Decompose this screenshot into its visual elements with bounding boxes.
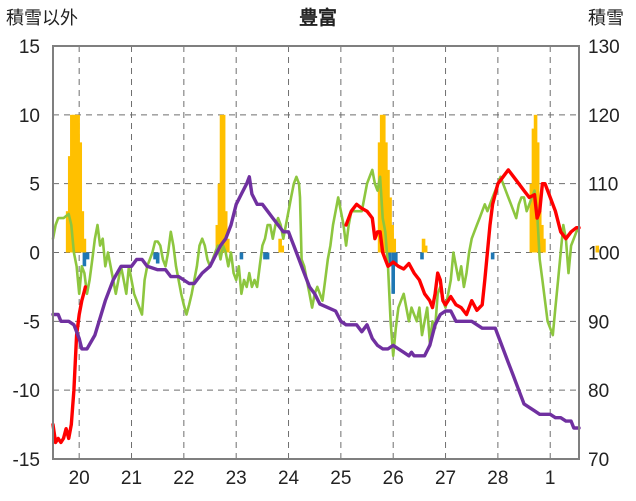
x-tick-label: 27 bbox=[435, 468, 456, 489]
right-tick-label: 130 bbox=[588, 37, 620, 58]
snowfall-bar bbox=[392, 238, 397, 253]
left-tick-label: -15 bbox=[13, 450, 40, 471]
snowfall-bar bbox=[595, 245, 600, 253]
x-tick-label: 23 bbox=[226, 468, 247, 489]
x-tick-label: 21 bbox=[121, 468, 142, 489]
snowfall-bar bbox=[423, 245, 428, 253]
snowfall-bar bbox=[80, 211, 85, 253]
snowfall-bar bbox=[223, 211, 228, 253]
x-tick-label: 1 bbox=[545, 468, 556, 489]
snow_depth_change-bar bbox=[394, 252, 398, 267]
x-tick-label: 25 bbox=[330, 468, 351, 489]
snow_depth_change-bar bbox=[387, 252, 392, 267]
left-tick-label: -5 bbox=[23, 312, 40, 333]
snowfall-bar bbox=[72, 114, 76, 253]
x-tick-label: 22 bbox=[173, 468, 194, 489]
left-axis: 15 10 5 0 -5 -10 -15 bbox=[13, 37, 40, 471]
snowfall-bar bbox=[421, 238, 426, 253]
right-tick-label: 110 bbox=[588, 175, 618, 196]
left-axis-title: 積雪以外 bbox=[6, 8, 78, 29]
right-tick-label: 90 bbox=[588, 312, 609, 333]
snowfall-bar bbox=[78, 142, 83, 253]
snowfall-bar bbox=[221, 114, 226, 253]
snowfall-bar bbox=[82, 238, 87, 253]
right-tick-label: 100 bbox=[588, 244, 620, 265]
dew_point-line bbox=[51, 168, 581, 358]
snowfall-bar bbox=[377, 142, 382, 253]
snowfall-bar bbox=[278, 238, 282, 253]
temperature-line bbox=[51, 285, 88, 445]
snowfall-bar bbox=[535, 142, 540, 253]
left-tick-label: 5 bbox=[29, 175, 40, 196]
snowfall-bar bbox=[76, 114, 80, 253]
snowfall-bar bbox=[388, 197, 392, 253]
x-tick-label: 26 bbox=[383, 468, 404, 489]
snowfall-bar bbox=[67, 156, 72, 253]
snowfall-bar bbox=[70, 114, 74, 253]
snowfall-bar bbox=[74, 114, 78, 253]
snow_depth_change-bar bbox=[155, 252, 160, 264]
x-axis: 20 21 22 23 24 25 26 27 28 1 bbox=[69, 468, 556, 489]
left-tick-label: 0 bbox=[29, 244, 40, 265]
right-axis-title: 積雪 bbox=[588, 8, 624, 29]
snowfall-bar bbox=[390, 224, 394, 253]
left-tick-label: -10 bbox=[13, 381, 40, 402]
snowfall-bar bbox=[215, 224, 220, 253]
snowfall-bar bbox=[540, 224, 544, 253]
plot-frame bbox=[52, 45, 580, 460]
left-tick-label: 10 bbox=[19, 106, 40, 127]
snowfall-bar bbox=[386, 169, 390, 253]
snowfall-bar bbox=[381, 114, 386, 253]
right-axis: 130 120 110 100 90 80 70 bbox=[588, 37, 620, 471]
snowfall-bar bbox=[219, 114, 224, 253]
grid bbox=[53, 46, 579, 459]
snow_depth_change-bar bbox=[239, 252, 244, 260]
snow_depth-line bbox=[51, 175, 581, 430]
right-tick-label: 70 bbox=[588, 450, 609, 471]
left-tick-label: 15 bbox=[19, 37, 40, 58]
snow_depth_change-bar bbox=[420, 252, 424, 260]
x-tick-label: 20 bbox=[69, 468, 90, 489]
snowfall-bar bbox=[537, 197, 542, 253]
snow_depth_change-bar bbox=[265, 252, 270, 260]
snowfall-bar bbox=[542, 238, 546, 253]
snowfall-bar bbox=[384, 142, 388, 253]
chart-title: 豊富 bbox=[299, 6, 337, 29]
snowfall-bar bbox=[529, 183, 534, 253]
snow_depth_change-bar bbox=[263, 252, 267, 260]
right-tick-label: 120 bbox=[588, 106, 620, 127]
snow_depth_change-bar bbox=[391, 252, 395, 294]
snow_depth_change-bar bbox=[85, 252, 90, 260]
snow_depth_change-bar bbox=[82, 252, 87, 267]
snowfall-bar bbox=[226, 238, 230, 253]
snow_depth_change-bar bbox=[153, 252, 157, 260]
right-tick-label: 80 bbox=[588, 381, 609, 402]
x-tick-label: 24 bbox=[278, 468, 300, 489]
temperature-line bbox=[344, 168, 581, 317]
snowfall-bar bbox=[65, 211, 70, 253]
x-tick-label: 28 bbox=[487, 468, 508, 489]
snowfall-bar bbox=[217, 183, 222, 253]
snowfall-bar bbox=[533, 114, 538, 253]
line-layer bbox=[51, 168, 581, 445]
snow_depth_change-bar bbox=[490, 252, 495, 260]
snowfall-bar bbox=[280, 245, 285, 253]
